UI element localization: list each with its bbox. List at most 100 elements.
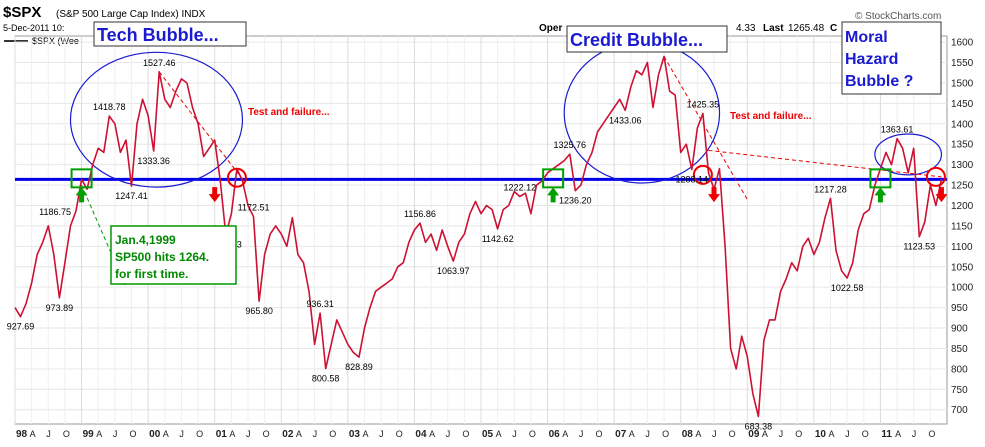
watermark: © StockCharts.com	[855, 11, 941, 22]
data-label: 1363.61	[881, 125, 914, 135]
up-arrow-icon	[874, 187, 887, 203]
y-tick-label: 900	[951, 324, 968, 335]
x-tick-label: 98	[16, 429, 28, 440]
y-tick-label: 1000	[951, 283, 974, 294]
test-circle	[692, 164, 713, 185]
data-label: 683.38	[745, 421, 773, 431]
y-tick-label: 1350	[951, 140, 974, 151]
data-label: 1527.46	[143, 58, 176, 68]
x-tick-label: 05	[482, 429, 494, 440]
jan-1999-note-line-1: Jan.4,1999	[115, 233, 176, 247]
x-tick-label: 07	[615, 429, 627, 440]
y-tick-label: 1200	[951, 201, 974, 212]
y-tick-label: 800	[951, 364, 968, 375]
x-tick-label: 03	[349, 429, 361, 440]
x-tick-label: J	[579, 429, 584, 439]
x-tick-label: A	[562, 429, 568, 439]
y-tick-label: 1150	[951, 221, 973, 232]
x-tick-label: J	[179, 429, 184, 439]
y-tick-label: 700	[951, 405, 968, 416]
grid-layer	[14, 36, 947, 424]
y-tick-label: 950	[951, 303, 968, 314]
axis-layer: 7007508008509009501000105011001150120012…	[16, 38, 974, 440]
symbol-title: $SPX	[3, 4, 41, 21]
x-tick-label: 06	[549, 429, 561, 440]
y-tick-label: 1550	[951, 58, 974, 69]
x-tick-label: O	[263, 429, 270, 439]
index-name: (S&P 500 Large Cap Index) INDX	[56, 9, 206, 20]
moral-hazard-line-2: Hazard	[845, 51, 898, 68]
x-tick-label: A	[96, 429, 102, 439]
x-tick-label: A	[296, 429, 302, 439]
data-label: 936.31	[306, 299, 334, 309]
x-tick-label: A	[30, 429, 36, 439]
series-layer	[14, 55, 943, 418]
x-tick-label: J	[379, 429, 384, 439]
x-tick-label: J	[246, 429, 251, 439]
x-tick-label: A	[629, 429, 635, 439]
y-tick-label: 1100	[951, 242, 973, 253]
x-tick-label: A	[895, 429, 901, 439]
data-label: 1288.14	[676, 174, 709, 184]
test-failure-label-1: Test and failure...	[248, 107, 330, 118]
y-tick-label: 1250	[951, 181, 974, 192]
x-tick-label: J	[645, 429, 650, 439]
x-tick-label: A	[496, 429, 502, 439]
up-arrow-icon	[547, 187, 560, 203]
data-label: 1172.51	[238, 203, 270, 213]
data-label: 1063.97	[437, 266, 470, 276]
x-tick-label: 08	[682, 429, 694, 440]
data-label: 1186.75	[39, 207, 71, 217]
x-tick-label: J	[845, 429, 850, 439]
down-arrow-icon	[208, 187, 221, 203]
x-tick-label: 10	[815, 429, 827, 440]
up-arrow-icon	[75, 187, 88, 203]
x-tick-label: J	[446, 429, 451, 439]
data-label: 1325.76	[553, 140, 586, 150]
x-tick-label: O	[596, 429, 603, 439]
y-tick-label: 1400	[951, 119, 974, 130]
x-tick-label: O	[928, 429, 935, 439]
x-tick-label: J	[113, 429, 118, 439]
data-label: 965.80	[245, 306, 273, 316]
x-tick-label: O	[130, 429, 137, 439]
data-label: 1333.36	[137, 156, 170, 166]
down-arrow-icon	[935, 187, 948, 203]
x-tick-label: O	[396, 429, 403, 439]
x-tick-label: 00	[149, 429, 161, 440]
open-label: Oper	[539, 23, 562, 34]
bubble-ellipse	[874, 133, 943, 176]
x-tick-label: 01	[216, 429, 228, 440]
down-arrow-icon	[708, 187, 720, 203]
data-label: 927.69	[7, 322, 35, 332]
x-tick-label: J	[313, 429, 318, 439]
test-circle	[925, 166, 946, 187]
jan-1999-note-line-3: for first time.	[115, 267, 188, 281]
marker-layer	[70, 164, 948, 203]
x-tick-label: J	[512, 429, 517, 439]
x-tick-label: O	[795, 429, 802, 439]
data-label: 1217.28	[814, 184, 847, 194]
x-tick-label: O	[63, 429, 70, 439]
x-tick-label: A	[163, 429, 169, 439]
y-tick-label: 850	[951, 344, 968, 355]
data-label: 973.89	[46, 303, 74, 313]
bubble-ellipse	[69, 51, 244, 188]
jan-1999-note-line-2: SP500 hits 1264.	[115, 250, 209, 264]
data-label: 1123.53	[903, 242, 935, 252]
x-tick-label: O	[729, 429, 736, 439]
x-tick-label: O	[862, 429, 869, 439]
x-tick-label: 09	[748, 429, 760, 440]
x-tick-label: J	[779, 429, 784, 439]
x-tick-label: J	[912, 429, 917, 439]
moral-hazard-line-3: Bubble ?	[845, 73, 913, 90]
x-tick-label: O	[196, 429, 203, 439]
x-tick-label: A	[363, 429, 369, 439]
test-circle	[226, 167, 247, 188]
data-label: 1418.78	[93, 102, 126, 112]
x-tick-label: A	[429, 429, 435, 439]
data-label: 828.89	[345, 362, 373, 372]
credit-bubble-box	[566, 25, 728, 53]
